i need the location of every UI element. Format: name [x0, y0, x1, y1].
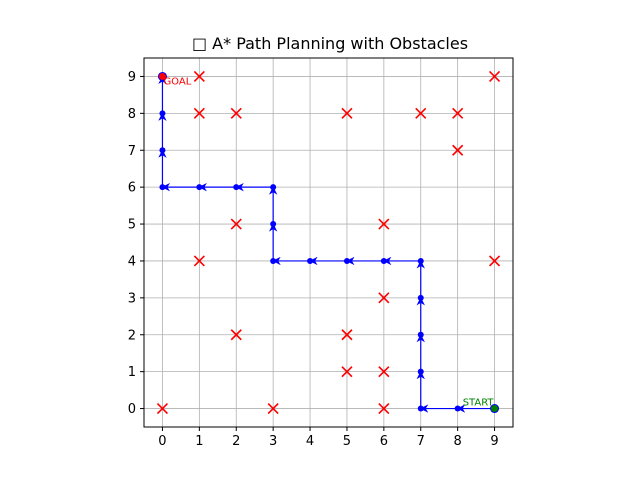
path-point [417, 331, 424, 338]
obstacle-marker [230, 107, 242, 119]
obstacle-marker [488, 255, 501, 267]
obstacle-stroke [341, 107, 353, 119]
path-point [159, 110, 166, 117]
obstacle-marker [452, 107, 464, 119]
path-point [307, 257, 314, 264]
y-tick-label: 6 [128, 181, 136, 196]
obstacle-marker [378, 402, 390, 415]
obstacle-stroke [488, 255, 501, 267]
goal-marker [157, 71, 167, 81]
obstacle-stroke [230, 329, 242, 341]
x-tick-label: 2 [232, 434, 240, 449]
obstacle-marker [230, 329, 242, 341]
x-tick-label: 1 [195, 434, 203, 449]
obstacle-marker [341, 366, 353, 378]
y-tick-label: 4 [128, 254, 136, 269]
path-point [417, 368, 424, 375]
path-point [270, 184, 277, 191]
obstacle-stroke [378, 402, 390, 415]
goal-label: GOAL [163, 76, 191, 87]
obstacle-stroke [488, 70, 501, 83]
y-tick-label: 8 [128, 107, 136, 122]
x-tick-label: 8 [454, 434, 462, 449]
axes: 0 1 2 3 4 5 6 7 8 9 0 1 2 3 4 5 6 7 8 9 [128, 57, 514, 449]
path-point [343, 257, 350, 264]
obstacle-stroke [378, 218, 390, 230]
obstacle-stroke [341, 366, 353, 378]
plot-frame [143, 57, 514, 428]
obstacle-marker [341, 107, 353, 119]
obstacle-stroke [193, 70, 205, 83]
x-tick-label: 9 [490, 434, 498, 449]
obstacle-stroke [230, 218, 242, 230]
obstacle-marker [341, 329, 353, 341]
y-tick-label: 0 [128, 402, 136, 417]
obstacle-marker [267, 402, 279, 415]
obstacle-stroke [193, 255, 205, 267]
obstacle-stroke [415, 107, 427, 119]
path-point [270, 221, 277, 228]
obstacle-stroke [193, 107, 205, 119]
x-tick-label: 4 [306, 434, 314, 449]
obstacles [156, 70, 501, 415]
y-tick-label: 3 [128, 291, 136, 306]
start-goal-markers: START GOAL [157, 71, 500, 414]
path-point [380, 257, 387, 264]
obstacle-stroke [341, 329, 353, 341]
path-point [159, 147, 166, 154]
obstacle-stroke [378, 292, 390, 304]
obstacle-stroke [156, 402, 169, 415]
obstacle-marker [156, 402, 169, 415]
obstacle-marker [378, 366, 390, 378]
y-tick-label: 2 [128, 328, 136, 343]
obstacle-marker [488, 70, 501, 83]
path-point [417, 294, 424, 301]
obstacle-marker [193, 255, 205, 267]
x-tick-label: 7 [417, 434, 425, 449]
x-tick-label: 5 [343, 434, 351, 449]
path-point [159, 184, 166, 191]
y-tick-label: 7 [128, 144, 136, 159]
obstacle-marker [378, 292, 390, 304]
obstacle-marker [230, 218, 242, 230]
obstacle-marker [193, 70, 205, 83]
y-tick-label: 9 [128, 70, 136, 85]
path-point [417, 257, 424, 264]
path-point [454, 405, 461, 412]
obstacle-marker [452, 144, 464, 156]
path-point [270, 257, 277, 264]
path-point [196, 184, 203, 191]
obstacle-stroke [452, 144, 464, 156]
obstacle-stroke [267, 402, 279, 415]
obstacle-marker [378, 218, 390, 230]
path [158, 73, 498, 413]
obstacle-stroke [452, 107, 464, 119]
obstacle-stroke [378, 366, 390, 378]
y-tick-label: 1 [128, 365, 136, 380]
path-point [417, 405, 424, 412]
x-tick-label: 0 [158, 434, 166, 449]
x-tick-label: 3 [269, 434, 277, 449]
start-label: START [463, 398, 495, 409]
grid-lines [144, 58, 513, 427]
x-tick-label: 6 [380, 434, 388, 449]
path-point [233, 184, 240, 191]
obstacle-marker [193, 107, 205, 119]
obstacle-marker [415, 107, 427, 119]
y-tick-label: 5 [128, 218, 136, 233]
start-marker [490, 404, 500, 414]
chart-title: □ A* Path Planning with Obstacles [192, 34, 468, 53]
obstacle-stroke [230, 107, 242, 119]
